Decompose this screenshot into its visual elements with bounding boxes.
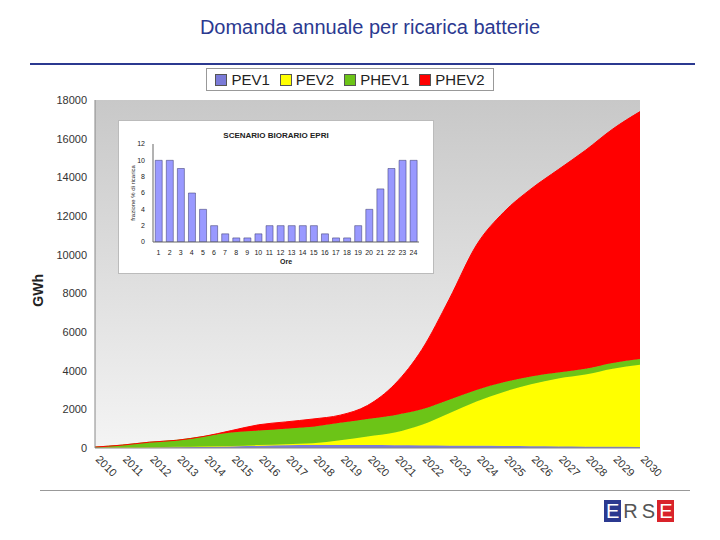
svg-text:2028: 2028 <box>584 453 610 479</box>
svg-text:4: 4 <box>141 206 145 213</box>
svg-text:22: 22 <box>387 249 395 256</box>
html-text:Domanda annuale per ricarica b: Domanda annuale per ricarica batterie <box>199 16 541 38</box>
svg-text:2030: 2030 <box>639 453 665 479</box>
svg-text:10: 10 <box>254 249 262 256</box>
svg-text:2010: 2010 <box>94 453 120 479</box>
svg-text:2013: 2013 <box>175 453 201 479</box>
svg-text:GWh: GWh <box>30 274 46 307</box>
svg-text:2000: 2000 <box>63 403 87 415</box>
svg-text:6: 6 <box>212 249 216 256</box>
svg-text:17: 17 <box>332 249 340 256</box>
svg-text:2019: 2019 <box>339 453 365 479</box>
html-text:SCENARIO BIORARIO EPRI: SCENARIO BIORARIO EPRI <box>223 131 329 140</box>
svg-text:2024: 2024 <box>475 453 501 479</box>
svg-text:5: 5 <box>201 249 205 256</box>
html-text:E R S E: E R S E <box>606 500 673 522</box>
svg-text:1: 1 <box>157 249 161 256</box>
svg-text:9: 9 <box>245 249 249 256</box>
svg-text:10: 10 <box>137 157 145 164</box>
svg-text:2026: 2026 <box>530 453 556 479</box>
svg-text:2021: 2021 <box>393 453 419 479</box>
svg-text:2022: 2022 <box>421 453 447 479</box>
svg-text:6000: 6000 <box>63 326 87 338</box>
svg-text:12: 12 <box>277 249 285 256</box>
svg-text:8: 8 <box>141 173 145 180</box>
svg-text:2027: 2027 <box>557 453 583 479</box>
svg-text:2012: 2012 <box>148 453 174 479</box>
svg-text:4: 4 <box>190 249 194 256</box>
svg-text:2025: 2025 <box>502 453 528 479</box>
svg-text:2029: 2029 <box>611 453 637 479</box>
svg-text:2016: 2016 <box>257 453 283 479</box>
html-text:PHEV1: PHEV1 <box>360 71 410 88</box>
svg-text:11: 11 <box>266 249 273 256</box>
svg-text:13: 13 <box>288 249 296 256</box>
svg-text:Ore: Ore <box>280 258 292 265</box>
html-text:PEV1: PEV1 <box>231 71 270 88</box>
svg-text:18000: 18000 <box>56 94 87 106</box>
svg-text:16000: 16000 <box>56 133 87 145</box>
svg-text:2011: 2011 <box>121 453 146 478</box>
svg-text:2015: 2015 <box>230 453 256 479</box>
svg-text:2: 2 <box>141 222 145 229</box>
svg-text:20: 20 <box>365 249 373 256</box>
svg-text:8: 8 <box>234 249 238 256</box>
html-text:PEV2: PEV2 <box>295 71 335 88</box>
svg-text:2018: 2018 <box>312 453 338 479</box>
svg-text:2017: 2017 <box>284 453 310 479</box>
svg-text:frazione % di ricarica: frazione % di ricarica <box>130 164 136 220</box>
svg-text:12000: 12000 <box>56 210 87 222</box>
svg-text:10000: 10000 <box>56 249 87 261</box>
svg-text:19: 19 <box>354 249 362 256</box>
svg-text:2020: 2020 <box>366 453 392 479</box>
html-text:PHEV2: PHEV2 <box>435 71 485 88</box>
svg-text:2014: 2014 <box>203 453 229 479</box>
svg-text:7: 7 <box>223 249 227 256</box>
svg-text:23: 23 <box>398 249 406 256</box>
svg-text:8000: 8000 <box>63 287 87 299</box>
svg-text:21: 21 <box>376 249 384 256</box>
svg-text:16: 16 <box>321 249 329 256</box>
svg-text:4000: 4000 <box>63 365 87 377</box>
svg-text:2023: 2023 <box>448 453 474 479</box>
svg-text:2: 2 <box>168 249 172 256</box>
svg-text:24: 24 <box>410 249 418 256</box>
svg-text:3: 3 <box>179 249 183 256</box>
svg-text:0: 0 <box>141 238 145 245</box>
svg-text:18: 18 <box>343 249 351 256</box>
svg-text:12: 12 <box>137 140 145 147</box>
svg-text:6: 6 <box>141 189 145 196</box>
svg-text:14: 14 <box>299 249 307 256</box>
svg-text:15: 15 <box>310 249 318 256</box>
svg-text:0: 0 <box>81 442 87 454</box>
svg-text:14000: 14000 <box>56 171 87 183</box>
